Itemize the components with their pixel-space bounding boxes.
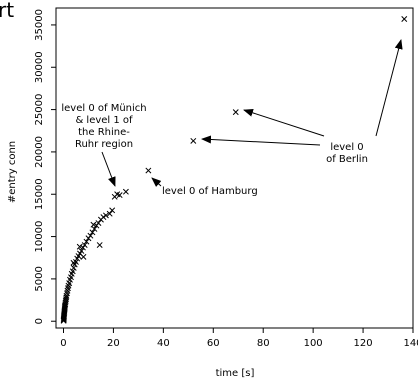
data-points (60, 16, 408, 324)
y-axis: 0 5000 10000 15000 20000 25000 30000 35000 (34, 9, 56, 324)
data-point (90, 221, 97, 228)
data-point (78, 248, 85, 254)
data-point (81, 242, 88, 248)
data-point (232, 109, 239, 116)
data-point (70, 259, 77, 266)
y-tick-label: 25000 (34, 94, 45, 126)
y-tick-label: 30000 (34, 51, 45, 83)
x-tick-label: 20 (107, 338, 120, 349)
data-point (80, 253, 87, 260)
y-tick-label: 35000 (34, 9, 45, 41)
data-point (91, 225, 98, 232)
data-point (96, 242, 103, 248)
annotation-munich-line-3: the Rhine- (78, 127, 130, 138)
data-point (87, 232, 94, 239)
y-tick-label: 0 (34, 318, 45, 324)
annotation-hamburg-label: level 0 of Hamburg (162, 186, 258, 197)
x-axis-label: time [s] (216, 368, 255, 379)
data-point (401, 16, 408, 22)
data-point (102, 212, 109, 219)
y-tick-label: 5000 (34, 266, 45, 291)
data-point (122, 188, 129, 195)
annotation-munich-arrow (101, 151, 116, 187)
x-tick-label: 40 (157, 338, 170, 349)
annotation-berlin: level 0 of Berlin (201, 39, 403, 165)
data-point (145, 167, 152, 174)
y-tick-label: 10000 (34, 221, 45, 253)
data-point (116, 192, 123, 199)
data-point (69, 268, 76, 275)
annotation-hamburg-arrow (151, 177, 162, 187)
y-tick-label: 20000 (34, 136, 45, 168)
data-point (76, 243, 83, 250)
x-tick-label: 140 (403, 338, 418, 349)
annotation-berlin-arrow-b (243, 108, 325, 137)
plot-frame (55, 7, 414, 329)
data-point (95, 220, 102, 226)
data-point (106, 210, 113, 217)
x-tick-label: 80 (257, 338, 270, 349)
annotation-berlin-arrow-c (375, 39, 403, 137)
annotation-munich-line-4: Ruhr region (75, 139, 133, 150)
x-tick-label: 100 (304, 338, 323, 349)
x-tick-label: 120 (354, 338, 373, 349)
annotation-berlin-arrow-a (201, 135, 321, 146)
annotation-munich-line-2: & level 1 of (75, 115, 133, 126)
data-point (70, 264, 77, 271)
data-point (89, 229, 96, 236)
annotation-munich: level 0 of Münich & level 1 of the Rhine… (61, 103, 147, 187)
annotation-berlin-line-2: of Berlin (326, 154, 368, 165)
cut-title-fragment: rt (0, 0, 15, 22)
annotation-munich-line-1: level 0 of Münich (61, 103, 146, 114)
data-point (190, 137, 197, 144)
x-tick-label: 0 (60, 338, 66, 349)
x-axis: 0 20 40 60 80 100 120 140 (60, 328, 418, 349)
x-tick-label: 60 (207, 338, 220, 349)
annotation-berlin-line-1: level 0 (330, 142, 363, 153)
data-point (109, 207, 116, 214)
y-tick-label: 15000 (34, 178, 45, 210)
data-point (100, 214, 107, 221)
annotation-hamburg: level 0 of Hamburg (151, 177, 258, 197)
y-axis-label: #entry conn (7, 141, 18, 203)
data-point (83, 238, 90, 245)
